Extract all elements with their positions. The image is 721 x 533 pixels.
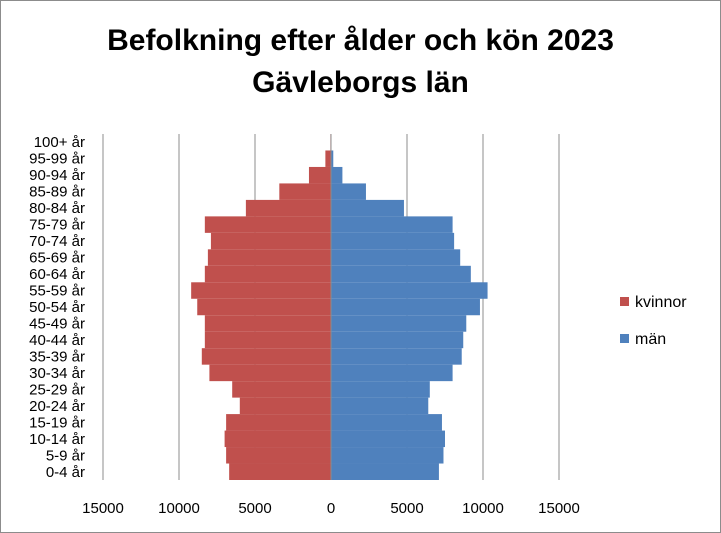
bar-kvinnor-1	[226, 447, 331, 464]
category-label-12: 60-64 år	[29, 266, 85, 283]
category-label-11: 55-59 år	[29, 283, 85, 300]
bar-man-2	[331, 430, 445, 448]
chart-subtitle: Gävleborgs län	[252, 66, 469, 99]
category-label-17: 85-89 år	[29, 184, 85, 201]
bar-man-6	[331, 364, 453, 382]
bar-man-19	[331, 150, 334, 167]
bar-man-13	[331, 249, 461, 266]
bar-kvinnor-6	[209, 364, 331, 382]
bar-man-16	[331, 199, 404, 217]
x-tick-label-6: 15000	[538, 500, 580, 517]
bar-kvinnor-9	[204, 315, 331, 332]
bar-man-17	[331, 183, 366, 200]
category-label-6: 30-34 år	[29, 365, 85, 382]
bar-kvinnor-7	[201, 348, 331, 365]
bar-kvinnor-17	[279, 183, 331, 200]
category-label-18: 90-94 år	[29, 167, 85, 184]
bar-man-8	[331, 331, 464, 349]
bar-man-1	[331, 447, 444, 464]
bar-man-12	[331, 265, 471, 283]
bar-man-3	[331, 414, 442, 431]
chart-title: Befolkning efter ålder och kön 2023	[107, 24, 614, 57]
bar-man-5	[331, 381, 430, 398]
x-tick-label-3: 0	[327, 500, 335, 517]
category-label-16: 80-84 år	[29, 200, 85, 217]
category-label-5: 25-29 år	[29, 381, 85, 398]
bar-kvinnor-5	[232, 381, 331, 398]
x-tick-label-0: 15000	[82, 500, 124, 517]
bar-kvinnor-0	[229, 463, 331, 480]
legend-label-1: män	[635, 331, 666, 348]
bar-kvinnor-4	[239, 397, 331, 415]
bar-man-0	[331, 463, 439, 480]
bar-kvinnor-8	[204, 331, 331, 349]
category-label-0: 0-4 år	[46, 464, 85, 481]
legend-swatch-0	[620, 297, 629, 306]
legend-swatch-1	[620, 334, 629, 343]
bar-kvinnor-19	[325, 150, 331, 167]
bar-man-15	[331, 216, 453, 233]
category-label-2: 10-14 år	[29, 431, 85, 448]
bar-kvinnor-18	[308, 166, 331, 184]
x-tick-label-2: 5000	[238, 500, 271, 517]
bar-kvinnor-3	[226, 414, 331, 431]
x-tick-label-1: 10000	[158, 500, 200, 517]
category-label-14: 70-74 år	[29, 233, 85, 250]
category-label-10: 50-54 år	[29, 299, 85, 316]
chart-title-block: Befolkning efter ålder och kön 2023 Gävl…	[0, 20, 721, 104]
bar-man-9	[331, 315, 467, 332]
bar-kvinnor-12	[204, 265, 331, 283]
x-tick-label-4: 5000	[390, 500, 423, 517]
bar-kvinnor-10	[197, 298, 331, 316]
bar-man-4	[331, 397, 429, 415]
bar-man-18	[331, 166, 343, 184]
x-tick-label-5: 10000	[462, 500, 504, 517]
category-label-13: 65-69 år	[29, 250, 85, 267]
category-label-4: 20-24 år	[29, 398, 85, 415]
category-label-7: 35-39 år	[29, 348, 85, 365]
bar-man-7	[331, 348, 462, 365]
bar-kvinnor-13	[207, 249, 331, 266]
bar-kvinnor-11	[191, 282, 331, 299]
bar-man-11	[331, 282, 488, 299]
category-label-15: 75-79 år	[29, 217, 85, 234]
category-label-1: 5-9 år	[46, 447, 85, 464]
bar-man-14	[331, 232, 455, 250]
bar-kvinnor-15	[204, 216, 331, 233]
category-label-19: 95-99 år	[29, 151, 85, 168]
bar-kvinnor-16	[245, 199, 331, 217]
bar-kvinnor-2	[224, 430, 331, 448]
category-label-20: 100+ år	[34, 134, 85, 151]
category-label-8: 40-44 år	[29, 332, 85, 349]
bar-kvinnor-14	[210, 232, 331, 250]
legend-label-0: kvinnor	[635, 294, 687, 311]
bar-man-10	[331, 298, 480, 316]
category-label-9: 45-49 år	[29, 315, 85, 332]
category-label-3: 15-19 år	[29, 414, 85, 431]
